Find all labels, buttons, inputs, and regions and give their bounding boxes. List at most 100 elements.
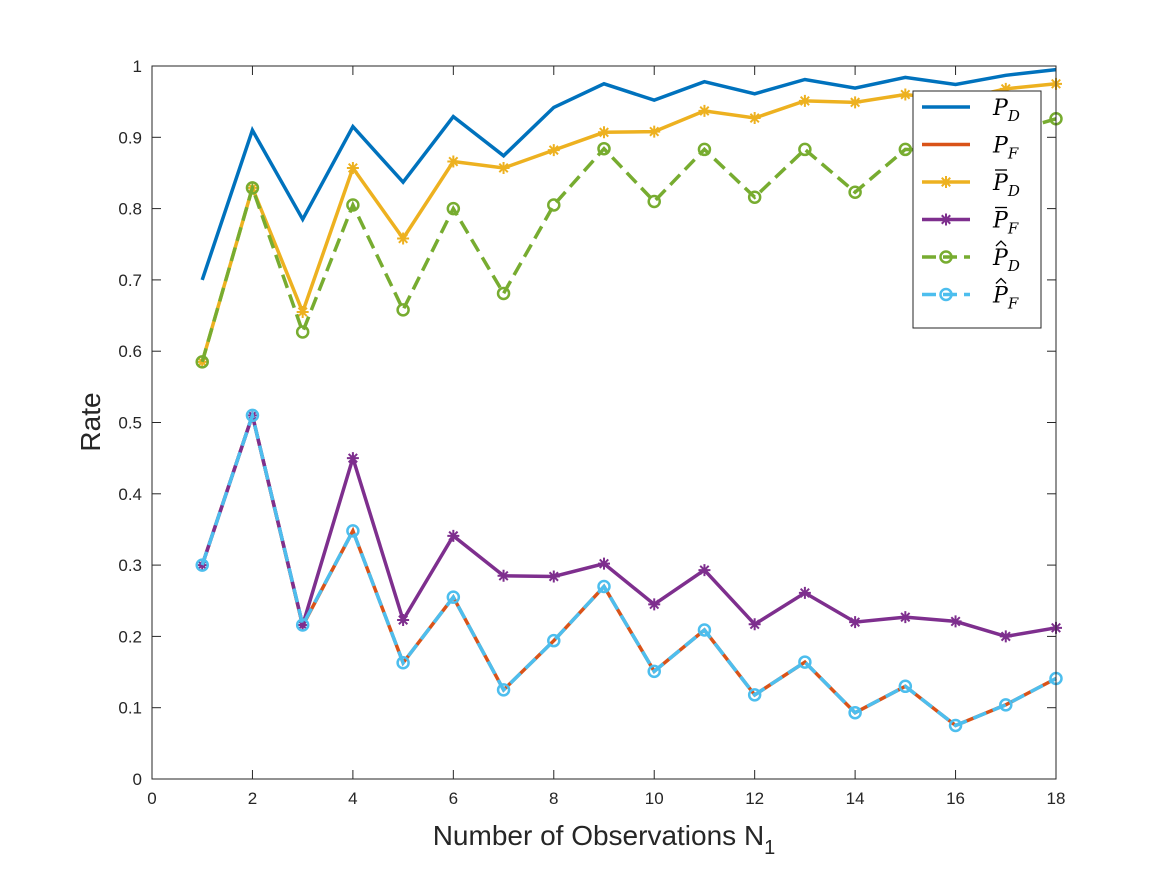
y-tick-label: 0	[133, 770, 142, 789]
data-point	[396, 656, 410, 670]
data-point	[999, 698, 1013, 712]
y-tick-label: 1	[133, 57, 142, 76]
y-tick-label: 0.8	[118, 200, 142, 219]
data-point	[747, 190, 762, 204]
data-point	[798, 142, 812, 157]
data-point	[245, 181, 260, 195]
data-point	[447, 155, 460, 168]
data-point	[598, 557, 610, 570]
legend-label: PF	[992, 209, 1019, 238]
y-axis-label: Rate	[75, 392, 106, 451]
x-axis-label-text: Number of Observations N	[433, 820, 764, 851]
data-point	[598, 126, 610, 139]
data-point	[798, 655, 812, 669]
data-point	[648, 598, 661, 611]
data-point	[245, 408, 260, 423]
data-point	[849, 96, 862, 109]
data-point	[295, 618, 310, 632]
data-point	[948, 718, 963, 733]
data-point	[195, 355, 209, 369]
legend-label: PF	[992, 284, 1019, 313]
legend-entry: PF	[922, 134, 1019, 163]
data-point	[597, 141, 611, 156]
series-line	[200, 409, 1057, 728]
legend-label: PD	[992, 246, 1020, 275]
x-axis-label-subscript: 1	[764, 837, 775, 859]
x-tick-label: 8	[549, 789, 558, 808]
data-point	[748, 112, 761, 125]
legend-hat-accent	[995, 240, 1007, 247]
data-point	[497, 569, 510, 582]
y-tick-label: 0.1	[118, 699, 142, 718]
x-tick-label: 12	[745, 789, 764, 808]
legend-label: PD	[992, 96, 1020, 125]
data-point	[346, 452, 359, 465]
x-tick-label: 14	[846, 789, 865, 808]
data-point	[195, 558, 209, 572]
series-hat-P_F	[195, 408, 1063, 733]
data-point	[296, 618, 309, 631]
x-tick-label: 18	[1047, 789, 1066, 808]
legend-entry: PD	[922, 240, 1020, 275]
y-tick-label: 0.5	[118, 414, 142, 433]
data-point	[346, 524, 360, 538]
x-axis-label: Number of Observations N1	[433, 820, 776, 859]
data-point	[397, 614, 410, 627]
data-point	[497, 161, 510, 174]
y-tick-label: 0.9	[118, 128, 142, 147]
legend-box	[912, 90, 1042, 329]
data-point	[798, 94, 811, 107]
data-point	[346, 198, 360, 212]
data-point	[296, 305, 309, 318]
data-point	[647, 194, 661, 209]
data-point	[747, 688, 762, 702]
series-line	[200, 67, 1057, 281]
data-point	[848, 705, 862, 720]
legend-entry: PF	[922, 206, 1019, 238]
legend-marker	[940, 213, 952, 226]
data-point	[547, 144, 560, 157]
data-point	[397, 232, 410, 245]
y-tick-label: 0.3	[118, 556, 142, 575]
plot-area	[152, 66, 1056, 779]
data-point	[898, 679, 913, 694]
ticks-layer: 0 2 4 6 8 10 12 14 16 18 0 0.1 0.2 0.3 0.4 0.5 0.6 0.7 0.8…	[118, 57, 1065, 808]
legend: PD PF PD PF PD PF	[912, 90, 1042, 329]
data-point	[697, 142, 712, 157]
data-point	[949, 615, 962, 628]
data-point	[999, 82, 1012, 95]
data-point	[597, 579, 611, 594]
series-P_D	[200, 67, 1057, 281]
y-tick-label: 0.7	[118, 271, 142, 290]
data-point	[547, 198, 561, 212]
data-point	[295, 325, 310, 339]
y-tick-label: 0.6	[118, 342, 142, 361]
data-point	[899, 611, 912, 624]
legend-entry: PD	[922, 96, 1020, 125]
data-point	[698, 104, 711, 117]
data-point	[447, 529, 460, 542]
legend-label: PF	[992, 134, 1019, 163]
data-point	[446, 201, 461, 216]
legend-marker	[939, 287, 953, 302]
y-tick-label: 0.2	[118, 627, 142, 646]
data-point	[547, 633, 561, 648]
legend-marker	[940, 176, 952, 188]
legend-hat-accent	[995, 277, 1007, 284]
data-point	[698, 564, 711, 577]
data-point	[899, 88, 912, 101]
data-point	[647, 664, 661, 679]
data-point	[748, 618, 761, 631]
data-point	[446, 590, 461, 604]
data-point	[848, 185, 862, 199]
legend-label: PD	[992, 171, 1020, 200]
x-tick-label: 6	[449, 789, 458, 808]
data-point	[849, 616, 862, 629]
x-tick-label: 2	[248, 789, 257, 808]
data-point	[999, 630, 1012, 643]
legend-entry: PF	[922, 277, 1019, 313]
y-tick-label: 0.4	[118, 485, 142, 504]
legend-marker	[939, 250, 953, 264]
data-point	[547, 570, 560, 583]
